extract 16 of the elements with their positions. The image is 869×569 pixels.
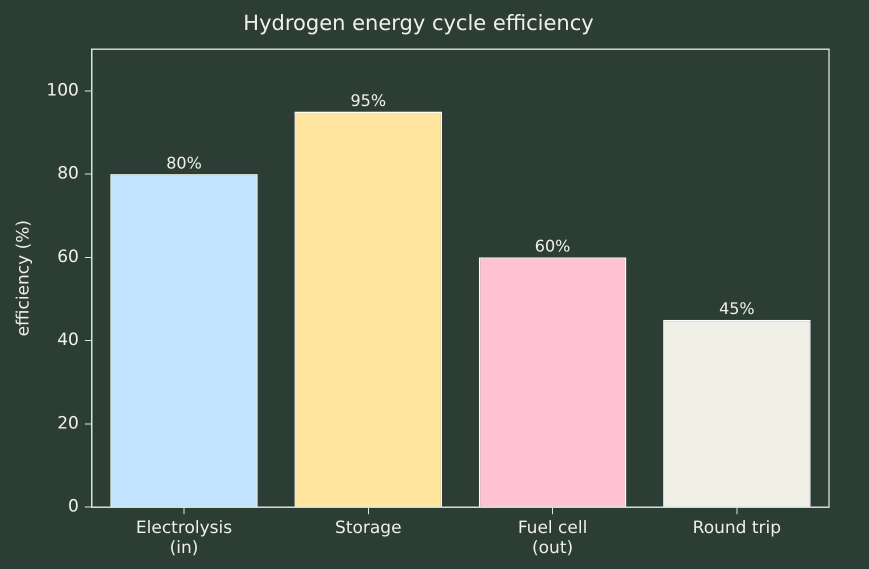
x-tick-label: Fuel cell (out) <box>518 518 588 558</box>
y-axis-title: efficiency (%) <box>14 220 34 336</box>
x-tick-label: Round trip <box>692 518 782 538</box>
y-tick-label: 20 <box>57 413 79 434</box>
x-tick-label: Electrolysis (in) <box>136 518 232 558</box>
y-tick-label: 60 <box>57 246 79 267</box>
x-tick-label: Storage <box>335 518 402 538</box>
data-label: 45% <box>719 298 755 318</box>
y-tick-label: 0 <box>68 496 79 517</box>
y-tick-label: 80 <box>57 164 79 184</box>
y-tick-label: 100 <box>46 80 79 100</box>
data-label: 95% <box>350 90 386 110</box>
chart-title: Hydrogen energy cycle efficiency <box>243 11 594 36</box>
data-label: 60% <box>534 236 570 256</box>
data-label: 80% <box>166 153 202 172</box>
y-tick-label: 40 <box>57 330 79 350</box>
